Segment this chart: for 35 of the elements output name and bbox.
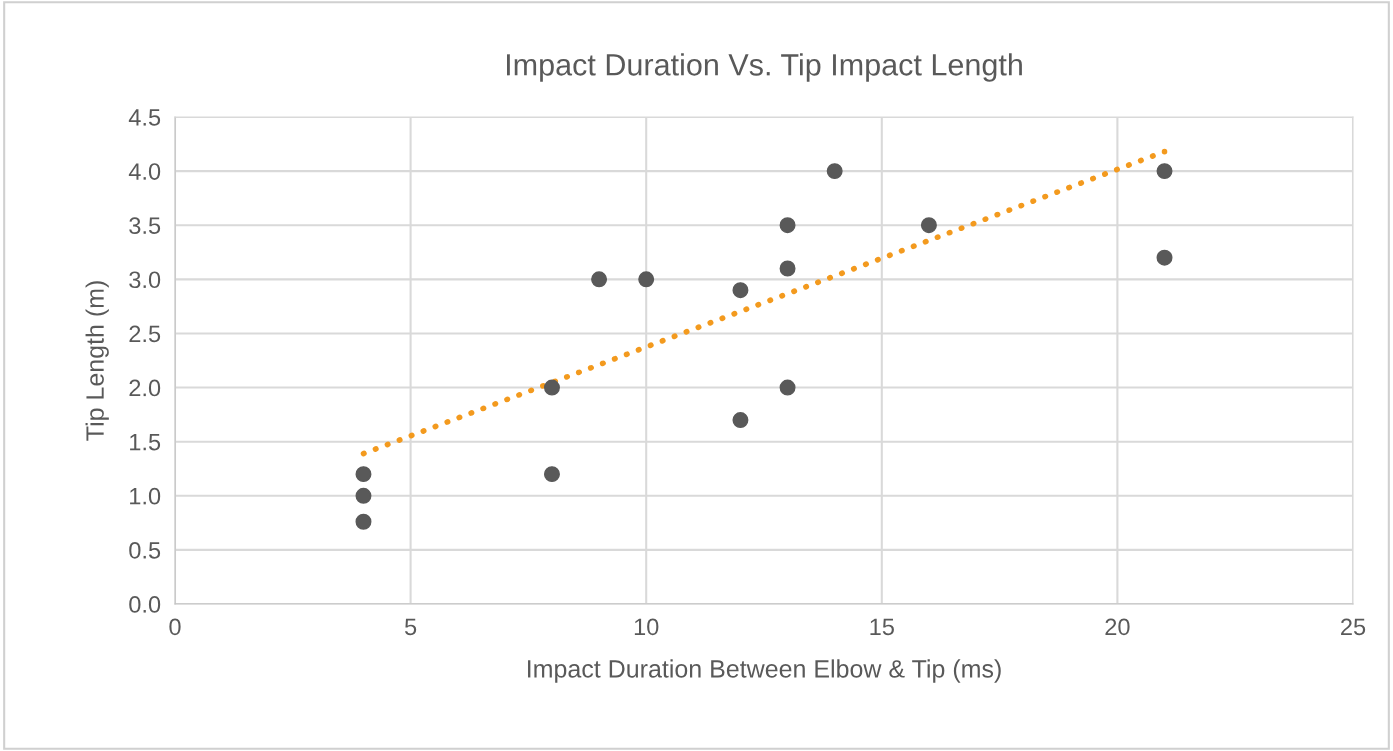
point <box>779 260 796 277</box>
x-tick-label: 15 <box>870 618 894 636</box>
point <box>779 379 796 396</box>
point <box>732 412 749 429</box>
y-tick-label: 2.5 <box>129 325 161 343</box>
y-tick-label: 2.0 <box>129 379 161 397</box>
x-axis-title: Impact Duration Between Elbow & Tip (ms) <box>528 659 1001 683</box>
point <box>543 379 560 396</box>
y-tick-label: 1.5 <box>130 433 161 451</box>
y-tick-label: 4.5 <box>128 109 161 126</box>
point <box>1156 163 1173 180</box>
x-tick-label: 10 <box>634 618 659 636</box>
point <box>779 217 796 234</box>
chart-title: Impact Duration Vs. Tip Impact Length <box>506 53 1022 82</box>
y-axis-title: Tip Length (m) <box>85 281 109 441</box>
y-tick-label: 0.5 <box>129 541 161 559</box>
x-tick-label: 25 <box>1341 618 1366 636</box>
y-tick-label: 3.0 <box>129 271 161 289</box>
point <box>543 466 560 483</box>
y-tick-label: 3.5 <box>129 217 161 235</box>
point <box>355 513 372 530</box>
point <box>355 466 372 483</box>
point <box>591 271 608 288</box>
x-tick-label: 0 <box>169 618 181 636</box>
point <box>826 163 843 180</box>
y-tick-label: 4.0 <box>128 163 161 180</box>
point <box>355 487 372 504</box>
x-tick-label: 5 <box>404 618 417 636</box>
x-tick-label: 20 <box>1105 618 1130 636</box>
point <box>920 217 937 234</box>
y-tick-label: 1.0 <box>130 487 161 505</box>
point <box>638 271 655 288</box>
point <box>732 282 749 299</box>
y-tick-label: 0.0 <box>129 596 161 613</box>
point <box>1156 249 1173 266</box>
